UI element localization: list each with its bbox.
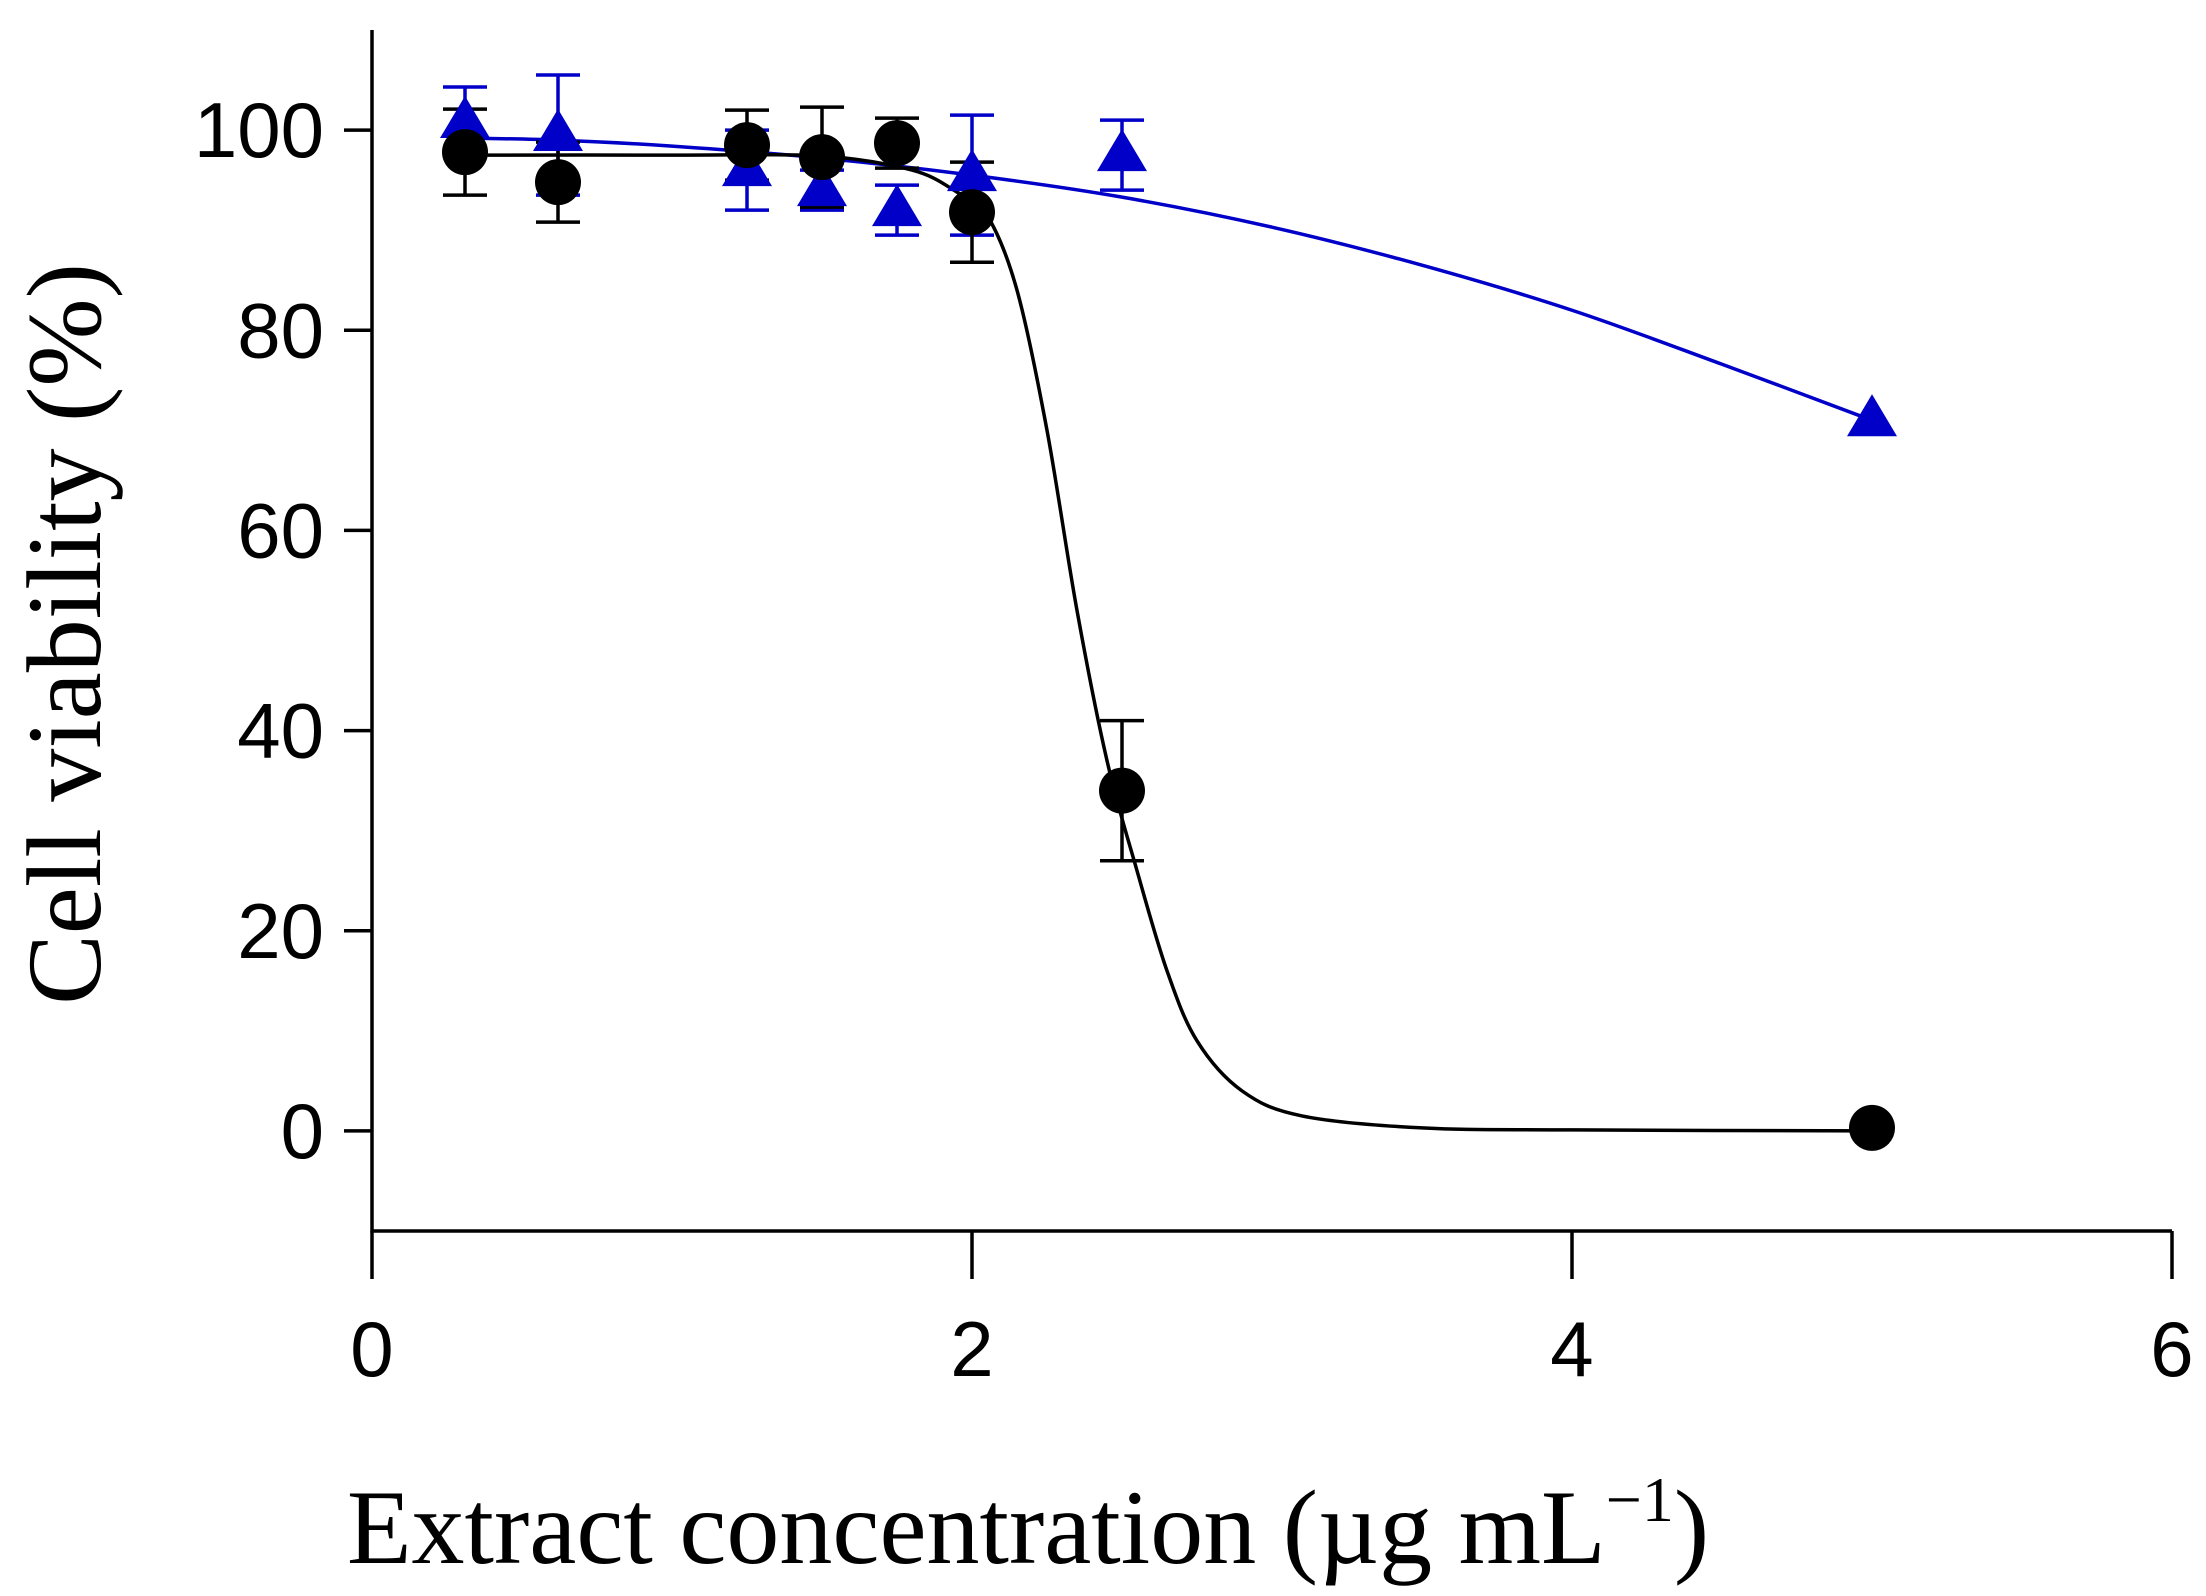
- y-tick-label: 0: [281, 1087, 324, 1175]
- y-tick-label: 60: [237, 486, 324, 574]
- triangle-series-point: [1847, 394, 1897, 437]
- triangle-series-point: [533, 109, 583, 152]
- triangle-series-point: [1097, 129, 1147, 172]
- axes: 0 20 40 60 80 100 0 2 4 6: [194, 30, 2194, 1393]
- x-tick-label: 0: [350, 1305, 393, 1393]
- y-tick-label: 80: [237, 286, 324, 374]
- circle-series-point: [949, 189, 995, 236]
- x-axis-title-superscript: −1: [1606, 1464, 1674, 1535]
- circle-series-point: [1849, 1104, 1895, 1151]
- triangle-series-point: [440, 96, 490, 139]
- circle-series-point: [442, 129, 488, 176]
- circle-series-fit-curve: [464, 152, 1873, 1133]
- triangle-series-point: [947, 149, 997, 192]
- x-axis-title: Extract concentration (µg mL−1): [347, 1464, 1709, 1586]
- triangle-series-fit-curve: [464, 136, 1873, 422]
- x-axis-title-close: ): [1674, 1469, 1709, 1586]
- x-tick-label: 4: [1550, 1305, 1593, 1393]
- circle-series-point: [799, 134, 845, 181]
- circle-series-point: [874, 120, 920, 167]
- circle-series-point: [1099, 767, 1145, 814]
- x-tick-label: 6: [2150, 1305, 2193, 1393]
- y-tick-label: 40: [237, 687, 324, 775]
- x-tick-label: 2: [950, 1305, 993, 1393]
- circle-series-point: [724, 122, 770, 169]
- y-axis-title: Cell viability (%): [6, 263, 123, 1005]
- triangle-series-point: [797, 164, 847, 207]
- fit-curves: [464, 136, 1873, 1133]
- data-points: [440, 73, 1897, 1151]
- circle-series-point: [535, 159, 581, 206]
- triangle-series-point: [872, 184, 922, 227]
- x-axis-title-main: Extract concentration (µg mL: [347, 1469, 1606, 1586]
- y-tick-label: 100: [194, 86, 324, 174]
- y-tick-label: 20: [237, 887, 324, 975]
